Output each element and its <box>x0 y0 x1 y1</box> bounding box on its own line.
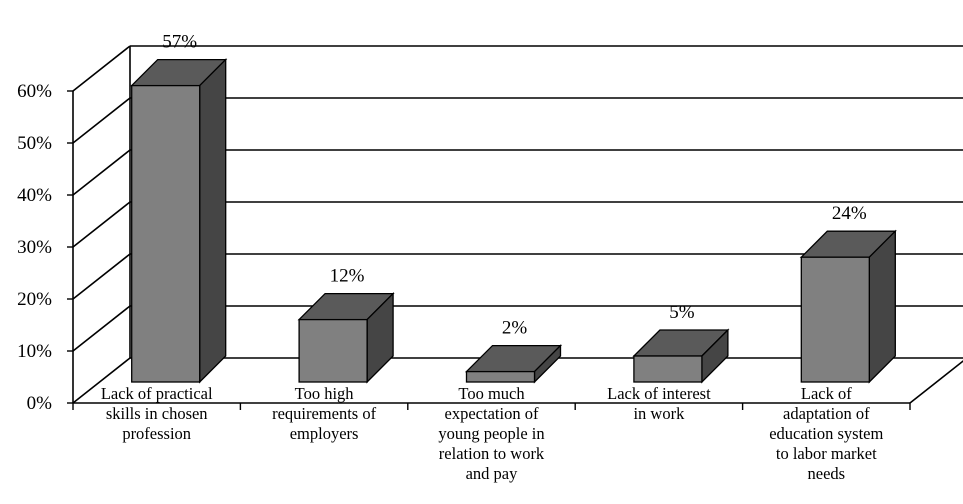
bar-side <box>868 229 896 384</box>
bar <box>799 229 897 384</box>
x-category-line: Lack of practical <box>101 384 213 403</box>
y-tick-label: 60% <box>17 81 52 102</box>
bar-front <box>465 370 536 383</box>
x-category-line: profession <box>122 424 191 443</box>
bar-side <box>199 58 227 384</box>
x-category-line: Lack of <box>801 384 852 403</box>
gridline-depth <box>72 97 131 144</box>
bar <box>297 292 395 384</box>
x-category-label: Too much expectation of young people in rel… <box>438 384 545 483</box>
bar-front <box>298 318 368 383</box>
x-category-line: young people in <box>438 424 544 443</box>
bars <box>130 58 897 384</box>
bar <box>130 58 228 384</box>
gridline-depth <box>72 357 131 404</box>
x-category-label: Lack of interest in work <box>607 384 711 423</box>
x-category-line: relation to work <box>439 444 545 463</box>
bar-front <box>800 256 870 383</box>
grid-layer <box>72 45 963 404</box>
x-category-line: Lack of interest <box>607 384 711 403</box>
x-category-label: Lack of adaptation of education system to l… <box>769 384 883 483</box>
x-category-line: employers <box>290 424 359 443</box>
data-label: 12% <box>330 266 365 287</box>
x-category-line: education system <box>769 424 883 443</box>
y-tick-label: 40% <box>17 185 52 206</box>
x-category-label: Too high requirements of employers <box>272 384 377 443</box>
x-category-line: Too much <box>458 384 525 403</box>
x-category-line: and pay <box>466 464 519 483</box>
x-category-line: skills in chosen <box>106 404 208 423</box>
x-category-line: Too high <box>295 384 355 403</box>
gridline-depth <box>72 305 131 352</box>
labels: 0% 10% 20% 30% 40% 50% 60% 57% Lack of practical… <box>17 32 883 483</box>
bar <box>632 328 730 384</box>
floor-edge <box>909 360 963 404</box>
y-tick-label: 0% <box>27 393 53 414</box>
x-category-line: to labor market <box>776 444 877 463</box>
x-category-line: expectation of <box>445 404 539 423</box>
bar-front <box>131 84 201 383</box>
gridline-depth <box>72 201 131 248</box>
data-label: 2% <box>502 318 528 339</box>
x-category-line: requirements of <box>272 404 377 423</box>
x-category-line: needs <box>808 464 846 483</box>
y-tick-label: 50% <box>17 133 52 154</box>
data-label: 5% <box>669 302 695 323</box>
axis-layer <box>67 46 963 410</box>
y-tick-label: 10% <box>17 341 52 362</box>
gridline-depth <box>72 253 131 300</box>
bar-front <box>633 355 703 383</box>
bar <box>464 344 563 384</box>
data-label: 57% <box>162 32 197 53</box>
y-tick-label: 30% <box>17 237 52 258</box>
gridline-depth <box>72 149 131 196</box>
y-tick-label: 20% <box>17 289 52 310</box>
data-label: 24% <box>832 203 867 224</box>
x-category-line: in work <box>633 404 685 423</box>
x-category-label: Lack of practical skills in chosen profess… <box>101 384 213 443</box>
gridline-depth <box>72 45 131 92</box>
x-category-line: adaptation of <box>783 404 870 423</box>
